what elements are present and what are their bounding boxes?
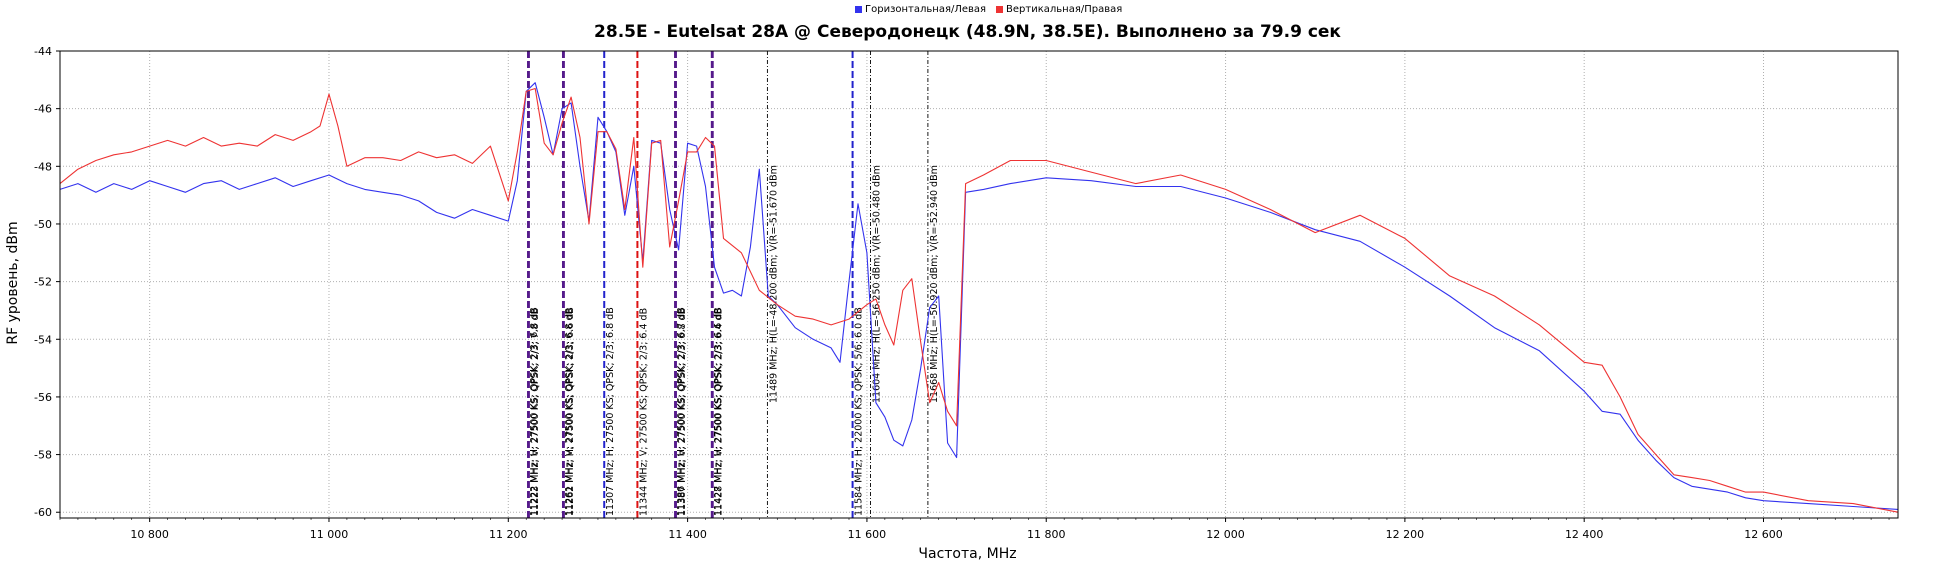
y-tick-label: -44 (34, 45, 52, 58)
x-tick-label: 12 400 (1565, 528, 1604, 541)
marker-label: 11428 MHz; V; 27500 KS; QPSK; 2/3; 6.4 d… (714, 308, 725, 516)
x-axis-ticks: 10 800 11 000 11 200 11 400 11 600 11 800 12 0… (59, 518, 1890, 541)
grid (60, 50, 1898, 518)
x-tick-label: 11 400 (668, 528, 707, 541)
chart-title: 28.5E - Eutelsat 28A @ Северодонецк (48.… (594, 22, 1341, 42)
legend-swatch-horizontal-icon (855, 6, 862, 13)
marker-label: 11307 MHz; H; 27500 KS; QPSK; 2/3; 6.8 d… (605, 307, 616, 516)
marker-label: 11668 MHz; H(L=-50.920 dBm; V(R=-52.940 … (929, 165, 940, 403)
x-tick-label: 11 800 (1027, 528, 1066, 541)
y-tick-label: -52 (34, 276, 52, 289)
x-tick-label: 12 000 (1206, 528, 1245, 541)
x-tick-label: 12 600 (1744, 528, 1783, 541)
y-tick-label: -48 (34, 160, 52, 173)
y-tick-label: -58 (34, 449, 52, 462)
marker-label: 11262 MHz; H; 27500 KS; QPSK; 2/3; 6.6 d… (565, 307, 576, 516)
series-horizontal-line (59, 82, 1899, 510)
legend-label-vertical: Вертикальная/Правая (1006, 4, 1123, 15)
series-lines (59, 82, 1899, 513)
y-tick-label: -56 (34, 391, 52, 404)
plot-frame (59, 50, 1899, 519)
legend-item-vertical: Вертикальная/Правая (996, 4, 1122, 15)
y-tick-label: -60 (34, 506, 52, 519)
legend-item-horizontal: Горизонтальная/Левая (855, 4, 986, 15)
transponder-markers: 11222 MHz; H; 27500 KS; QPSK; 2/3; 6.8 d… (527, 51, 940, 518)
marker-label: 11584 MHz; H; 22000 KS; QPSK; 5/6; 6.0 d… (854, 307, 865, 516)
y-tick-label: -46 (34, 103, 52, 116)
marker-label: 11489 MHz; H(L=-48.200 dBm; V(R=-51.670 … (768, 165, 779, 403)
x-axis-label: Частота, MHz (918, 546, 1017, 562)
marker-label: 11344 MHz; V; 27500 KS; QPSK; 2/3; 6.4 d… (638, 308, 649, 516)
x-tick-label: 11 600 (848, 528, 887, 541)
y-tick-label: -54 (34, 333, 52, 346)
series-vertical-line (59, 87, 1899, 513)
y-tick-label: -50 (34, 218, 52, 231)
x-tick-label: 11 000 (310, 528, 349, 541)
marker-label: 11223 MHz; V; 27500 KS; QPSK; 2/3; 7.8 d… (530, 308, 541, 516)
legend: Горизонтальная/Левая Вертикальная/Правая (855, 4, 1122, 15)
x-tick-label: 11 200 (489, 528, 528, 541)
marker-label: 11261 MHz; V; 27500 KS; QPSK; 2/3; 6.8 d… (564, 308, 575, 516)
x-tick-label: 10 800 (130, 528, 169, 541)
marker-label: 11604 MHz; H(L=-56.250 dBm; V(R=-50.480 … (872, 165, 883, 403)
x-tick-label: 12 200 (1386, 528, 1425, 541)
legend-swatch-vertical-icon (996, 6, 1004, 13)
marker-label: 11222 MHz; H; 27500 KS; QPSK; 2/3; 6.8 d… (529, 307, 540, 516)
marker-label: 11386 MHz; H; 27500 KS; QPSK; 2/3; 6.7 d… (676, 307, 687, 516)
y-axis-ticks: -44 -46 -48 -50 -52 -54 -56 -58 -60 (34, 45, 60, 519)
marker-label: 11387 MHz; V; 27500 KS; QPSK; 2/3; 6.8 d… (677, 308, 688, 516)
marker-label: 11427 MHz; H; 27500 KS; QPSK; 2/3; 6.6 d… (713, 307, 724, 516)
legend-label-horizontal: Горизонтальная/Левая (865, 4, 987, 15)
